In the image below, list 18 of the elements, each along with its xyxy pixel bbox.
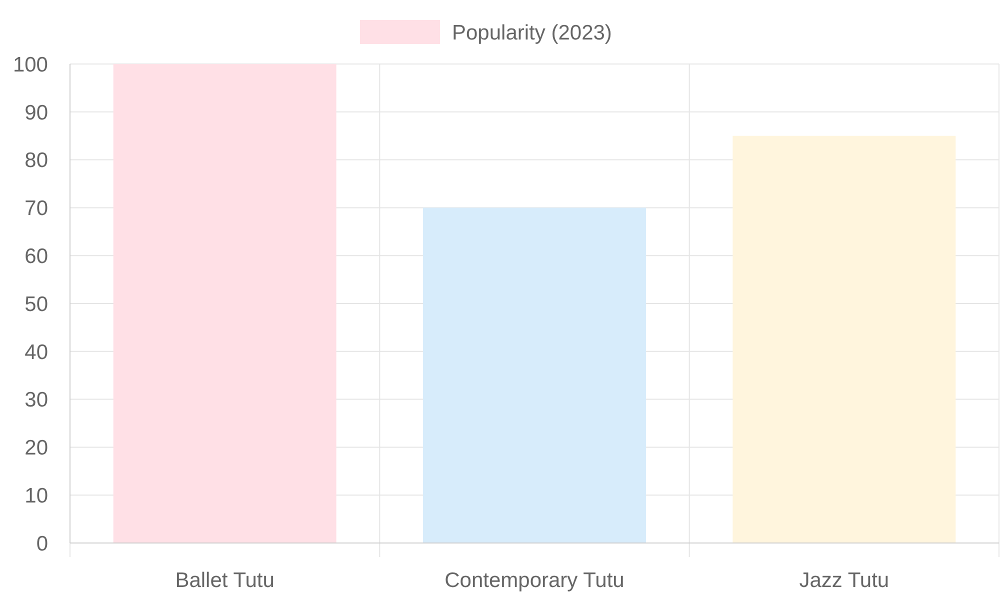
y-tick-label: 30: [24, 388, 48, 412]
x-tick-label: Contemporary Tutu: [444, 569, 624, 592]
bar: [113, 64, 336, 543]
bar: [423, 208, 646, 543]
y-tick-label: 10: [24, 484, 48, 508]
y-tick-label: 40: [24, 340, 48, 364]
legend-label: Popularity (2023): [452, 21, 612, 44]
y-tick-label: 90: [24, 101, 48, 124]
y-tick-label: 80: [24, 149, 48, 172]
y-tick-label: 70: [24, 197, 48, 220]
y-tick-label: 20: [24, 436, 48, 460]
y-tick-label: 50: [24, 292, 48, 316]
y-tick-label: 60: [24, 244, 48, 268]
x-tick-label: Ballet Tutu: [175, 569, 274, 592]
y-tick-label: 100: [12, 53, 48, 76]
y-tick-label: 0: [36, 532, 48, 556]
bar: [732, 136, 956, 543]
x-tick-label: Jazz Tutu: [799, 569, 890, 592]
